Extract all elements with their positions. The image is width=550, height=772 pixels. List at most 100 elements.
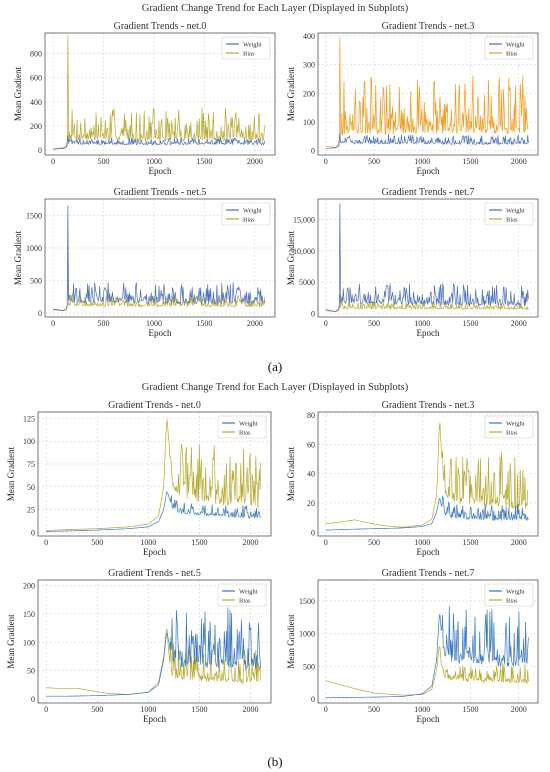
x-tick-label: 500: [91, 538, 103, 547]
y-axis-label: Mean Gradient: [13, 230, 23, 285]
legend-label-bias: Bias: [506, 597, 518, 604]
y-tick-label: 0: [311, 147, 315, 156]
x-tick-label: 1500: [191, 705, 207, 714]
figure-b-title: Gradient Change Trend for Each Layer (Di…: [142, 382, 409, 393]
plot-frame: [317, 411, 539, 537]
subplot-title: Gradient Trends - net.0: [108, 400, 201, 411]
plot-area: [325, 37, 529, 149]
x-tick-label: 500: [98, 157, 110, 166]
x-tick-label: 1000: [414, 538, 430, 547]
plot-frame: [317, 198, 539, 318]
series-line-weight: [325, 133, 529, 149]
x-tick-label: 500: [368, 157, 380, 166]
plot-area: [53, 35, 266, 150]
legend: Weight Bias: [217, 415, 267, 439]
y-tick-label: 1000: [299, 630, 315, 639]
y-tick-label: 40: [307, 470, 315, 479]
x-tick-label: 2000: [243, 538, 259, 547]
series-line-bias: [325, 646, 529, 696]
y-tick-label: 50: [27, 667, 35, 676]
legend: Weight Bias: [221, 36, 271, 60]
plot-frame: [317, 579, 539, 704]
x-tick-label: 1000: [140, 538, 156, 547]
y-tick-label: 10,000: [293, 247, 315, 256]
legend: Weight Bias: [217, 583, 267, 607]
y-tick-label: 1500: [299, 597, 315, 606]
legend-label-bias: Bias: [239, 429, 251, 436]
subplot-title: Gradient Trends - net.7: [382, 187, 475, 198]
y-axis-label: Mean Gradient: [286, 614, 296, 669]
caption-a: (a): [268, 359, 282, 374]
series-line-weight: [46, 607, 262, 697]
x-tick-label: 0: [44, 538, 48, 547]
x-tick-label: 1000: [146, 157, 162, 166]
x-tick-label: 2000: [247, 157, 263, 166]
x-tick-label: 1000: [414, 705, 430, 714]
legend: Weight Bias: [484, 415, 534, 439]
x-tick-label: 0: [324, 538, 328, 547]
y-axis-label: Mean Gradient: [286, 230, 296, 285]
legend-label-weight: Weight: [506, 420, 525, 427]
x-tick-label: 500: [91, 705, 103, 714]
x-axis-label: Epoch: [417, 166, 440, 176]
plot-frame: [44, 198, 276, 318]
series-line-bias: [46, 419, 262, 531]
series-line-weight: [46, 491, 261, 532]
y-tick-label: 0: [31, 528, 35, 537]
y-tick-label: 5000: [299, 278, 315, 287]
legend: Weight Bias: [484, 36, 534, 60]
x-tick-label: 1500: [462, 705, 478, 714]
x-tick-label: 1500: [462, 538, 478, 547]
y-tick-label: 20: [307, 499, 315, 508]
y-tick-label: 100: [23, 437, 35, 446]
x-tick-label: 1500: [191, 538, 207, 547]
y-tick-label: 200: [303, 89, 315, 98]
y-tick-label: 500: [30, 276, 42, 285]
y-tick-label: 0: [311, 695, 315, 704]
legend-label-bias: Bias: [243, 50, 255, 57]
y-tick-label: 60: [307, 440, 315, 449]
y-tick-label: 200: [30, 122, 42, 131]
series-line-weight: [53, 135, 266, 150]
plot-area: [325, 422, 529, 531]
subplot-title: Gradient Trends - net.3: [382, 21, 475, 32]
y-tick-label: 400: [30, 98, 42, 107]
x-tick-label: 1500: [196, 319, 212, 328]
y-tick-label: 600: [30, 74, 42, 83]
x-tick-label: 1500: [196, 157, 212, 166]
x-tick-label: 0: [324, 319, 328, 328]
x-axis-label: Epoch: [417, 714, 440, 724]
x-tick-label: 500: [368, 319, 380, 328]
plot-frame: [37, 411, 272, 537]
y-tick-label: 50: [27, 483, 35, 492]
x-axis-label: Epoch: [149, 328, 172, 338]
subplot-title: Gradient Trends - net.0: [114, 21, 207, 32]
legend: Weight Bias: [484, 202, 534, 226]
x-axis-label: Epoch: [143, 547, 166, 557]
y-tick-label: 400: [303, 32, 315, 41]
x-tick-label: 1000: [146, 319, 162, 328]
x-tick-label: 0: [51, 157, 55, 166]
subplot-b-4: Gradient Trends - net.0 0 500 1000 1500 2000 0…: [6, 400, 272, 557]
x-tick-label: 2000: [511, 538, 527, 547]
plot-frame: [44, 32, 276, 156]
subplot-a-2: Gradient Trends - net.5 0 500 1000 1500 2000 0…: [13, 187, 276, 338]
y-tick-label: 80: [307, 411, 315, 420]
x-tick-label: 0: [51, 319, 55, 328]
legend: Weight Bias: [484, 583, 534, 607]
plot-area: [325, 606, 529, 699]
x-tick-label: 1500: [462, 319, 478, 328]
caption-b: (b): [267, 754, 282, 769]
y-tick-label: 100: [23, 638, 35, 647]
x-tick-label: 2000: [511, 319, 527, 328]
subplot-b-5: Gradient Trends - net.3 0 500 1000 1500 2000 0…: [286, 400, 539, 557]
x-axis-label: Epoch: [417, 547, 440, 557]
y-tick-label: 800: [30, 50, 42, 59]
plot-area: [325, 203, 529, 313]
legend-label-bias: Bias: [506, 50, 518, 57]
series-line-weight: [325, 606, 529, 699]
x-tick-label: 0: [324, 157, 328, 166]
x-tick-label: 0: [324, 705, 328, 714]
subplot-b-7: Gradient Trends - net.7 0 500 1000 1500 2000 0…: [286, 568, 539, 724]
